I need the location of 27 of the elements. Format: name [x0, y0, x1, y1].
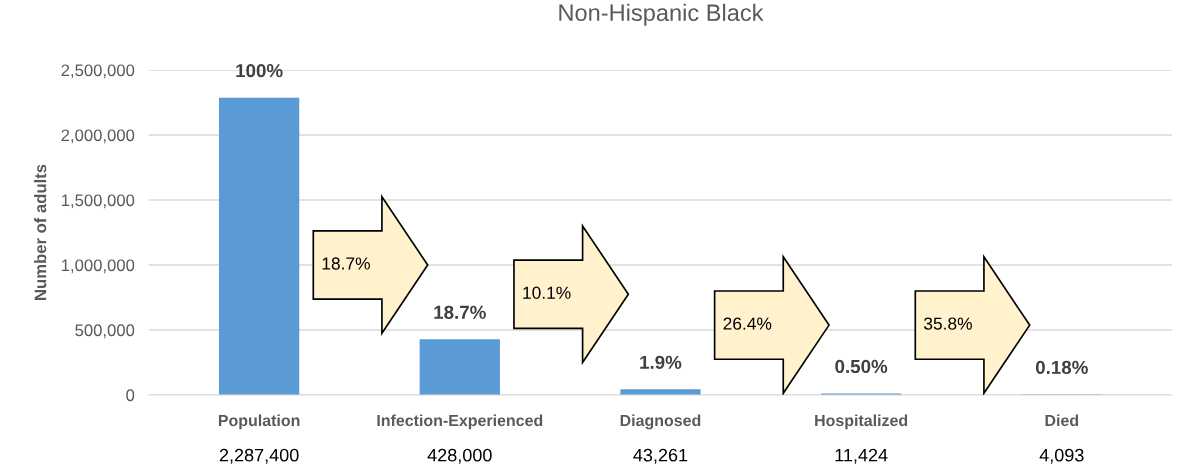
- y-tick-label: 1,500,000: [61, 194, 135, 209]
- annotation: 100%: [236, 63, 283, 78]
- data-label: 11,424: [835, 448, 888, 464]
- data-label: 2,287,400: [219, 448, 299, 464]
- annotation: 35.8%: [923, 317, 972, 330]
- y-tick-label: 500,000: [75, 324, 135, 339]
- annotation: 0.18%: [1035, 360, 1088, 375]
- y-tick-label: 0: [126, 389, 135, 402]
- y-tick-label: 2,000,000: [61, 129, 135, 144]
- data-label: 43,261: [633, 448, 688, 464]
- x-tick-label: Population: [218, 414, 300, 430]
- x-tick-label: Infection-Experienced: [377, 414, 543, 430]
- data-label: 4,093: [1039, 448, 1084, 464]
- x-tick-label: Died: [1045, 414, 1079, 427]
- x-tick-label: Diagnosed: [620, 414, 701, 430]
- data-label: 428,000: [427, 448, 492, 464]
- annotation: 10.1%: [523, 286, 571, 299]
- annotation: 1.9%: [640, 355, 682, 369]
- x-tick-label: Hospitalized: [815, 414, 908, 430]
- y-axis-title: Number of adults: [34, 164, 47, 300]
- annotation: 26.4%: [723, 317, 772, 330]
- annotation: 18.7%: [434, 305, 486, 319]
- y-tick-label: 1,000,000: [61, 259, 135, 274]
- chart-title: Non-Hispanic Black: [559, 3, 764, 26]
- annotation: 18.7%: [322, 257, 370, 270]
- annotation: 0.50%: [835, 359, 888, 374]
- y-tick-label: 2,500,000: [61, 64, 135, 79]
